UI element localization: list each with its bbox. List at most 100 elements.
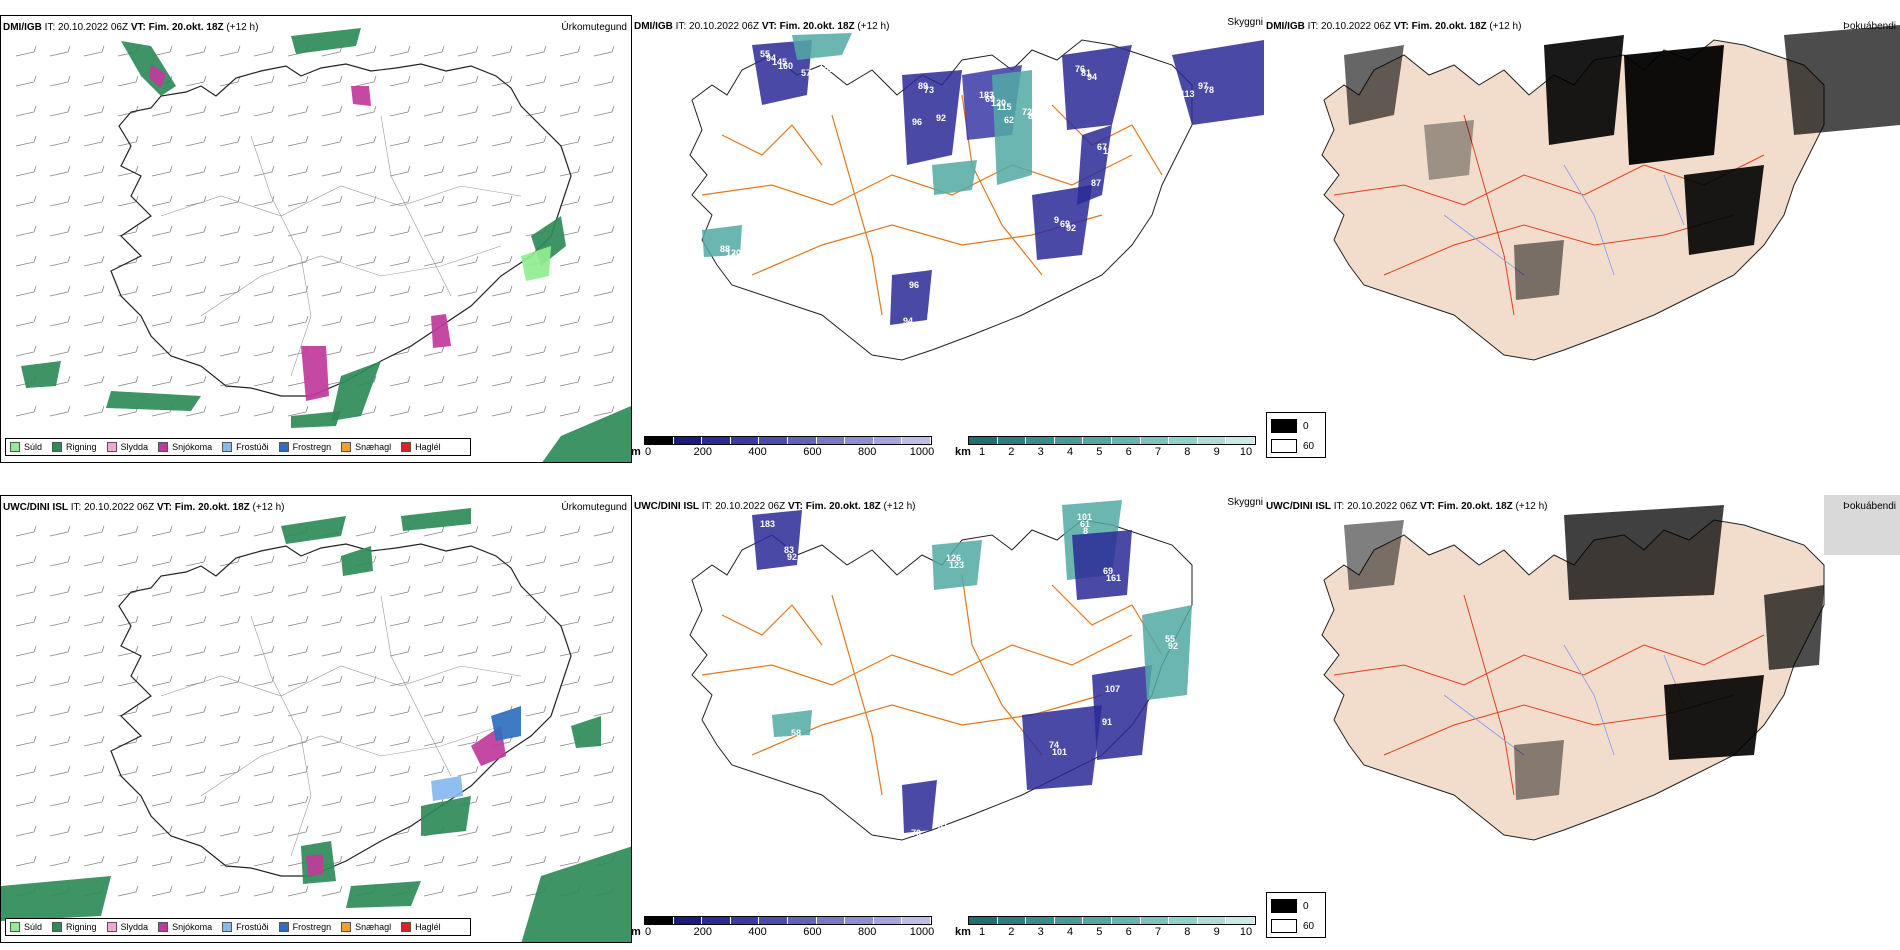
wind-barb [389, 375, 411, 387]
panel-label: Skyggni [1227, 497, 1263, 508]
wind-barb [185, 795, 207, 807]
fog-area [1564, 505, 1724, 600]
road [160, 665, 522, 697]
visibility-value: 81 [938, 821, 948, 831]
colorbar-tick: 200 [693, 926, 712, 938]
wind-barb [559, 255, 581, 267]
road [831, 594, 883, 796]
wind-barb [15, 45, 37, 57]
wind-barb [457, 75, 479, 87]
wind-barb [15, 105, 37, 117]
wind-barb [457, 315, 479, 327]
road [721, 124, 823, 166]
wind-barb [355, 75, 377, 87]
wind-barb [151, 255, 173, 267]
fog-area [1344, 520, 1404, 590]
road [200, 245, 502, 317]
wind-barb [151, 885, 173, 897]
wind-barb [559, 165, 581, 177]
precip-area [351, 86, 371, 106]
colorbar-swatch [902, 917, 931, 924]
wind-barb [491, 585, 513, 597]
wind-barb [253, 285, 275, 297]
wind-barb [457, 705, 479, 717]
visibility-area [902, 780, 937, 833]
wind-barb [15, 225, 37, 237]
wind-barb [185, 405, 207, 417]
colorbar-ticks: 0 200 400 600 800 1000 [634, 446, 936, 460]
legend-swatch [52, 442, 63, 452]
wind-barb [49, 525, 71, 537]
river-lines [1443, 164, 1685, 276]
precip-area [281, 516, 346, 544]
wind-barb [83, 315, 105, 327]
wind-barb [423, 45, 445, 57]
panel-label: Úrkomutegund [561, 502, 627, 513]
wind-barb [389, 255, 411, 267]
river [1663, 174, 1685, 226]
wind-barb [83, 255, 105, 267]
visibility-value: 61 [1080, 519, 1090, 529]
fog-legend-label: 60 [1303, 440, 1315, 452]
fog-legend-swatch [1271, 919, 1297, 933]
visibility-value: 67 [1097, 142, 1107, 152]
visibility-value: 8 [1083, 526, 1088, 536]
wind-barb [525, 135, 547, 147]
legend-label: Haglél [415, 442, 441, 452]
fog-legend-swatch [1271, 899, 1297, 913]
wind-barb [151, 195, 173, 207]
wind-barb [593, 255, 615, 267]
wind-barb [593, 195, 615, 207]
visibility-value: 101 [1052, 747, 1067, 757]
wind-barb [83, 675, 105, 687]
legend-swatch [278, 922, 289, 932]
colorbar-swatch [1111, 437, 1141, 444]
fog-legend-label: 0 [1303, 420, 1309, 432]
wind-barb [15, 735, 37, 747]
panel-label: Þokuábendi [1843, 21, 1896, 32]
wind-barb [151, 855, 173, 867]
colorbar-swatch [673, 437, 703, 444]
colorbar-tick: 4 [1066, 446, 1074, 458]
fog-area [1424, 120, 1474, 180]
wind-barb [151, 735, 173, 747]
wind-barb [287, 555, 309, 567]
wind-barb [423, 285, 445, 297]
river [1443, 694, 1525, 756]
wind-barb [321, 645, 343, 657]
colorbar-strip [968, 436, 1256, 445]
wind-barb [185, 285, 207, 297]
fog-legend-swatch [1271, 439, 1297, 453]
wind-barb [355, 225, 377, 237]
visibility-value: 87 [1091, 178, 1101, 188]
wind-barb [83, 135, 105, 147]
wind-barb [253, 675, 275, 687]
road [831, 114, 883, 316]
wind-barb [185, 75, 207, 87]
legend-item: Rigning [52, 442, 97, 452]
river [1563, 164, 1615, 276]
wind-barb [321, 795, 343, 807]
wind-barb [491, 285, 513, 297]
colorbar-tick: 6 [1125, 446, 1132, 458]
colorbar-swatch [1083, 917, 1112, 924]
visibility-area [792, 33, 852, 60]
wind-barb [593, 675, 615, 687]
fog-area [1784, 25, 1900, 135]
wind-barb [389, 105, 411, 117]
wind-barb [49, 615, 71, 627]
wind-barb [219, 645, 241, 657]
precip-areas [1, 508, 631, 942]
legend-item: Snæhagl [341, 922, 391, 932]
road [1383, 214, 1735, 276]
panel-title: UWC/DINI ISL IT: 20.10.2022 06Z VT: Fim.… [634, 501, 916, 512]
wind-barb [219, 765, 241, 777]
wind-barb [355, 255, 377, 267]
wind-barb [457, 255, 479, 267]
wind-barb [219, 825, 241, 837]
wind-barb [525, 585, 547, 597]
legend-label: Haglél [415, 922, 441, 932]
legend-label: Snæhagl [355, 442, 392, 452]
wind-barb [559, 615, 581, 627]
legend-swatch [10, 442, 20, 452]
